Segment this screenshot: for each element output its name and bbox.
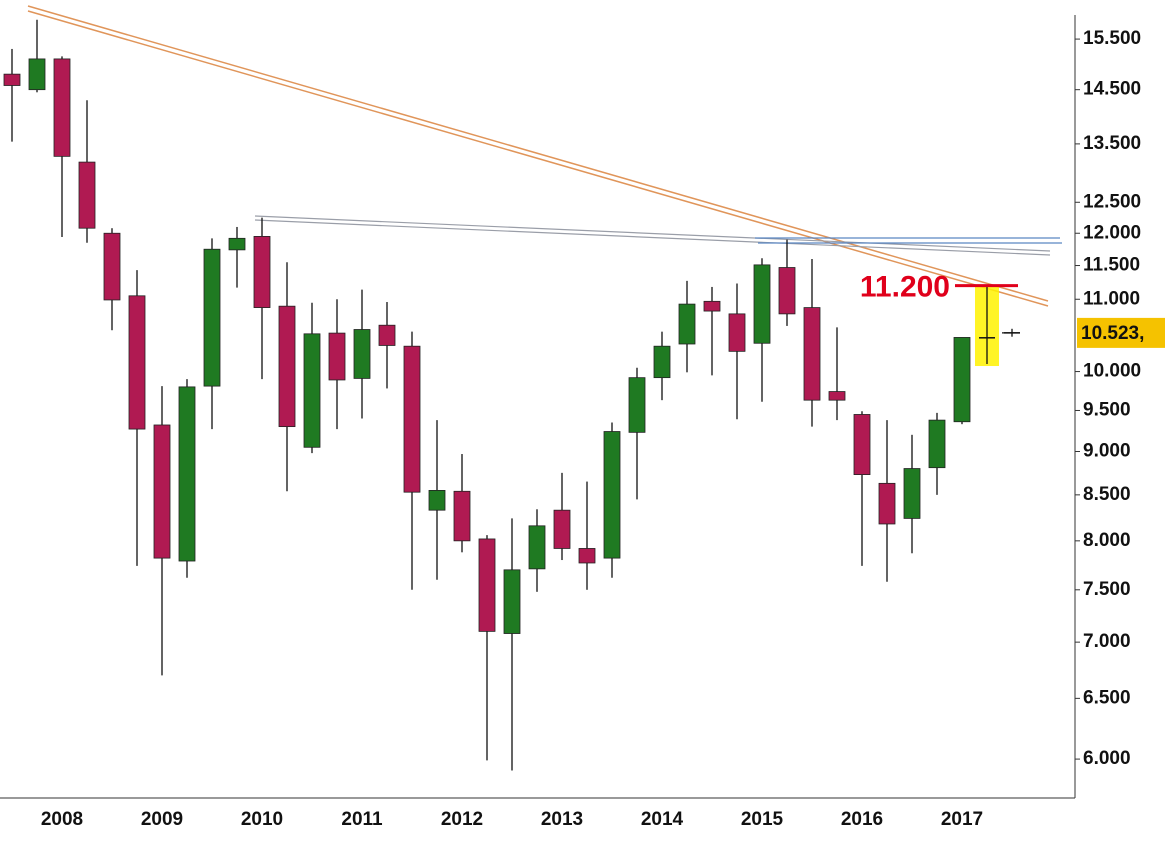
y-tick-label: 14.500 <box>1083 79 1141 100</box>
candle-body <box>3 73 21 86</box>
candle-body <box>278 305 296 428</box>
candle-body <box>253 236 271 308</box>
y-tick-label: 12.000 <box>1083 222 1141 243</box>
price-box <box>1077 317 1165 348</box>
candle-body <box>928 419 946 469</box>
candle-body <box>53 58 71 157</box>
candle-body <box>553 509 571 549</box>
candle-body <box>303 333 321 448</box>
y-tick-label: 9.500 <box>1083 399 1131 420</box>
candle-body <box>878 482 896 525</box>
candle-body <box>428 490 446 511</box>
x-tick-label: 2016 <box>841 809 883 830</box>
candle-body <box>803 307 821 401</box>
y-tick-label: 10.000 <box>1083 361 1141 382</box>
candle-body <box>728 313 746 352</box>
y-tick-label: 7.500 <box>1083 579 1131 600</box>
candle-body <box>753 264 771 344</box>
candle-body <box>703 300 721 312</box>
price-label: 10.523, <box>1081 323 1144 344</box>
y-tick-label: 6.000 <box>1083 748 1131 769</box>
candle-body <box>503 569 521 634</box>
x-tick-label: 2008 <box>41 809 83 830</box>
y-tick-label: 9.000 <box>1083 441 1131 462</box>
candle-body <box>328 332 346 381</box>
candle-body <box>353 329 371 379</box>
y-tick-label: 13.500 <box>1083 133 1141 154</box>
x-tick-label: 2012 <box>441 809 483 830</box>
trendline <box>254 215 1051 252</box>
x-tick-label: 2009 <box>141 809 183 830</box>
candle-body <box>203 248 221 387</box>
candle-body <box>378 324 396 346</box>
candle-body <box>953 337 971 423</box>
candle-body <box>778 267 796 315</box>
candle-body <box>603 431 621 559</box>
candle-body <box>653 345 671 379</box>
candle-body <box>453 490 471 542</box>
candle-body <box>178 386 196 562</box>
y-tick-label: 8.000 <box>1083 530 1131 551</box>
candle-body <box>578 548 596 564</box>
y-tick-label: 11.000 <box>1083 288 1140 309</box>
trendline <box>27 5 1049 302</box>
candle-body <box>828 391 846 401</box>
x-tick-label: 2015 <box>741 809 784 830</box>
y-tick-label: 7.000 <box>1083 631 1131 652</box>
candle-body <box>78 161 96 229</box>
candle-body <box>228 237 246 251</box>
candle-body <box>103 232 121 301</box>
y-tick-label: 6.500 <box>1083 687 1131 708</box>
trendline <box>27 10 1049 307</box>
y-tick-label: 11.500 <box>1083 255 1140 276</box>
trendline <box>254 219 1051 256</box>
candle-body <box>853 414 871 475</box>
trendlines <box>27 5 1062 307</box>
y-tick-label: 15.500 <box>1083 28 1141 49</box>
candle-body <box>628 377 646 433</box>
candle-body <box>678 303 696 345</box>
x-tick-label: 2013 <box>541 809 583 830</box>
target-label: 11.200 <box>860 271 950 304</box>
candle-body <box>28 58 46 91</box>
x-tick-label: 2011 <box>341 809 383 830</box>
y-tick-label: 8.500 <box>1083 484 1131 505</box>
x-tick-label: 2014 <box>641 809 684 830</box>
y-tick-label: 12.500 <box>1083 191 1141 212</box>
candle-body <box>903 468 921 519</box>
candle-body <box>153 424 171 559</box>
candle-body <box>128 295 146 430</box>
candle-body <box>528 525 546 570</box>
x-tick-label: 2010 <box>241 809 283 830</box>
x-tick-label: 2017 <box>941 809 983 830</box>
candle-body <box>403 345 421 493</box>
candle-body <box>478 538 496 632</box>
